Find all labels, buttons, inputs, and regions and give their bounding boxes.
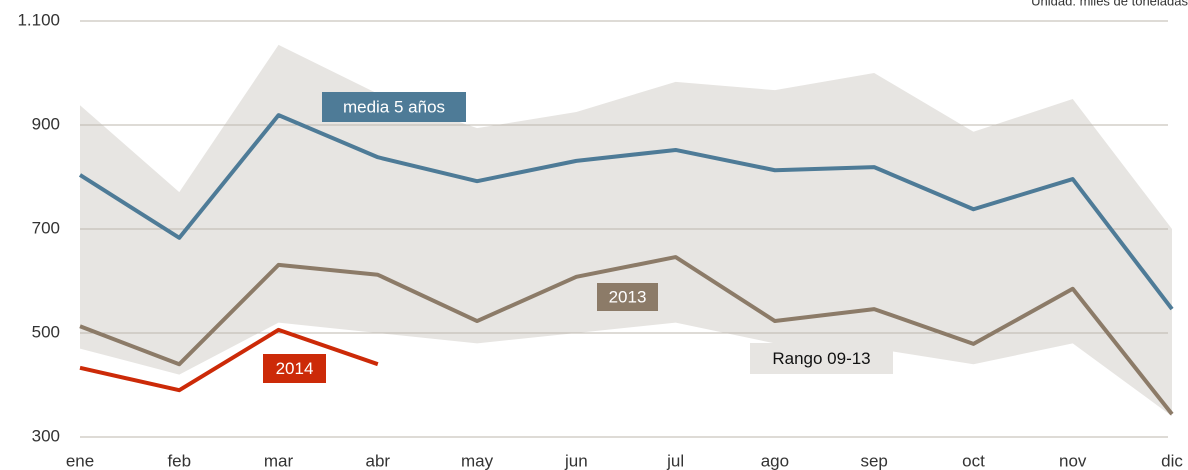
series-line	[79, 327, 379, 393]
x-tick-label: jun	[564, 451, 588, 470]
x-tick-label: nov	[1059, 451, 1087, 470]
label-box	[263, 354, 326, 383]
x-tick-label: feb	[167, 451, 191, 470]
range-band	[80, 44, 1172, 417]
x-tick-label: may	[461, 451, 494, 470]
series-label: Rango 09-13	[772, 349, 870, 368]
x-tick-label: abr	[366, 451, 391, 470]
y-tick-label: 1.100	[17, 10, 60, 29]
x-tick-label: oct	[962, 451, 985, 470]
label-box	[322, 92, 466, 122]
y-tick-label: 300	[32, 426, 60, 445]
x-tick-label: dic	[1161, 451, 1183, 470]
series-label: 2013	[609, 287, 647, 306]
x-tick-label: ago	[761, 451, 789, 470]
unit-note: Unidad: miles de toneladas	[1031, 0, 1188, 8]
series-line	[79, 255, 1174, 416]
series-line	[78, 113, 1174, 311]
x-tick-label: ene	[66, 451, 94, 470]
x-tick-label: sep	[860, 451, 887, 470]
x-tick-label: mar	[264, 451, 294, 470]
y-tick-label: 900	[32, 114, 60, 133]
series-label: media 5 años	[343, 97, 445, 116]
y-tick-label: 700	[32, 218, 60, 237]
series-label: 2014	[276, 359, 314, 378]
x-tick-label: jul	[666, 451, 684, 470]
label-box	[750, 343, 893, 374]
label-box	[597, 283, 658, 311]
y-tick-label: 500	[32, 322, 60, 341]
